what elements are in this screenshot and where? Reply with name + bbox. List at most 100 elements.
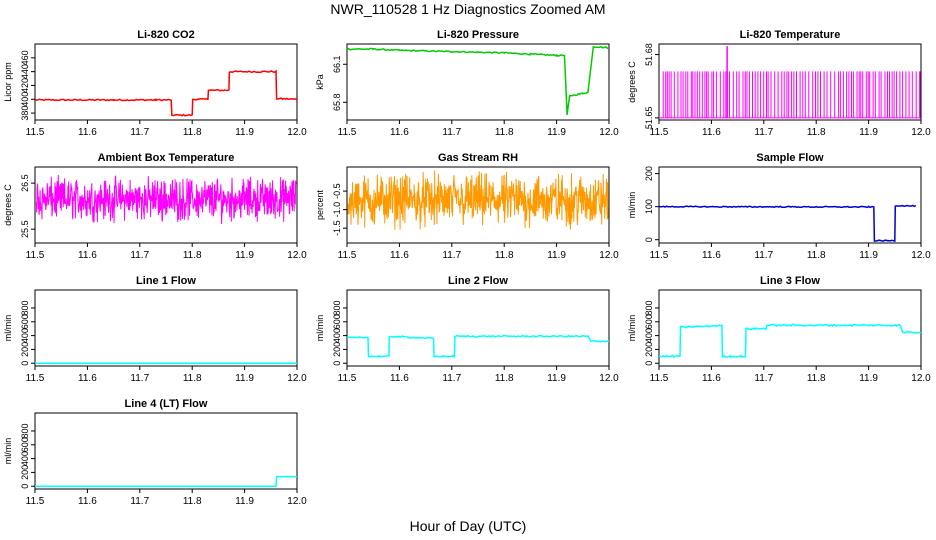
x-tick-label: 11.7 xyxy=(754,250,773,261)
x-tick-label: 11.7 xyxy=(130,496,149,507)
y-tick-label: 400 xyxy=(644,328,654,343)
x-tick-label: 11.6 xyxy=(78,250,97,261)
y-tick-label: 25.5 xyxy=(20,220,30,238)
y-tick-label: 26.5 xyxy=(20,174,30,192)
chart-panel-7: Line 1 Flow 11.5 11.6 11.7 11.8 11.9 12.0 0 2004… xyxy=(3,275,307,384)
y-axis-label: Licor ppm xyxy=(3,62,13,102)
x-tick-label: 11.8 xyxy=(807,127,826,138)
x-tick-label: 11.9 xyxy=(547,373,566,384)
y-tick-label: 51.68 xyxy=(644,43,654,66)
plot-frame xyxy=(34,43,298,121)
x-tick-label: 11.8 xyxy=(495,127,514,138)
y-tick-label: 0 xyxy=(20,361,30,366)
x-tick-label: 11.7 xyxy=(442,373,461,384)
chart-panel-5: Gas Stream RH 11.5 11.6 11.7 11.8 11.9 12.0 -1.… xyxy=(315,152,619,261)
y-axis-label: ml/min xyxy=(627,315,637,342)
x-tick-label: 12.0 xyxy=(599,127,619,138)
x-tick-label: 11.8 xyxy=(183,127,202,138)
page-title: NWR_110528 1 Hz Diagnostics Zoomed AM xyxy=(330,1,606,17)
y-tick-label: 600 xyxy=(332,314,342,329)
x-tick-label: 11.5 xyxy=(650,127,669,138)
x-tick-label: 11.5 xyxy=(338,127,357,138)
x-tick-label: 11.8 xyxy=(807,373,826,384)
series-line xyxy=(35,174,297,225)
x-tick-label: 11.5 xyxy=(26,250,45,261)
x-tick-label: 11.8 xyxy=(183,496,202,507)
chart-panel-2: Li-820 Pressure 11.5 11.6 11.7 11.8 11.9 12.0 6… xyxy=(315,29,619,138)
x-tick-label: 12.0 xyxy=(599,373,619,384)
y-tick-label: 51.65 xyxy=(644,107,654,130)
y-tick-label: 0 xyxy=(20,484,30,489)
x-tick-label: 12.0 xyxy=(911,127,931,138)
x-tick-label: 11.5 xyxy=(650,373,669,384)
chart-title: Line 1 Flow xyxy=(136,275,196,287)
x-tick-label: 11.9 xyxy=(547,127,566,138)
y-tick-label: 65.8 xyxy=(332,94,342,112)
x-tick-label: 11.5 xyxy=(26,496,45,507)
y-tick-label: 0 xyxy=(332,361,342,366)
chart-title: Li-820 Temperature xyxy=(740,29,841,41)
x-tick-label: 11.9 xyxy=(859,127,878,138)
x-tick-label: 11.6 xyxy=(78,127,97,138)
y-tick-label: 800 xyxy=(20,423,30,438)
x-tick-label: 11.7 xyxy=(130,250,149,261)
x-tick-label: 11.6 xyxy=(390,127,409,138)
chart-panel-6: Sample Flow 11.5 11.6 11.7 11.8 11.9 12.0 0 100 2… xyxy=(627,152,931,261)
series-line xyxy=(346,334,610,359)
y-tick-label: 0 xyxy=(644,237,654,242)
chart-panel-8: Line 2 Flow 11.5 11.6 11.7 11.8 11.9 12.0 0 2004… xyxy=(315,275,619,384)
series-line xyxy=(658,204,917,243)
plot-frame xyxy=(658,289,922,367)
x-tick-label: 11.6 xyxy=(702,373,721,384)
chart-title: Li-820 Pressure xyxy=(437,29,519,41)
series-line xyxy=(347,170,609,230)
chart-panel-3: Li-820 Temperature 11.5 11.6 11.7 11.8 11.9 12… xyxy=(627,29,931,138)
y-tick-label: 600 xyxy=(20,314,30,329)
y-tick-label: 0 xyxy=(644,361,654,366)
y-tick-label: 380 xyxy=(20,106,30,121)
chart-title: Li-820 CO2 xyxy=(137,29,194,41)
chart-title: Line 4 (LT) Flow xyxy=(125,398,208,410)
series-line xyxy=(35,475,297,487)
y-tick-label: 400 xyxy=(332,328,342,343)
y-tick-label: 400 xyxy=(20,328,30,343)
x-tick-label: 11.6 xyxy=(78,496,97,507)
x-tick-label: 12.0 xyxy=(287,250,307,261)
x-tick-label: 11.9 xyxy=(547,250,566,261)
x-tick-label: 12.0 xyxy=(911,373,931,384)
series-line xyxy=(34,69,298,117)
y-axis-label: kPa xyxy=(315,74,325,90)
y-tick-label: -0.5 xyxy=(332,183,342,199)
plot-frame xyxy=(346,166,610,244)
y-tick-label: 200 xyxy=(332,342,342,357)
x-tick-label: 11.5 xyxy=(338,250,357,261)
plot-frame xyxy=(346,43,610,121)
y-axis-label: degrees C xyxy=(3,184,13,226)
y-axis-label: ml/min xyxy=(3,438,13,465)
x-tick-label: 11.7 xyxy=(442,127,461,138)
x-tick-label: 11.8 xyxy=(495,373,514,384)
y-tick-label: 440 xyxy=(20,64,30,79)
y-tick-label: 800 xyxy=(644,300,654,315)
chart-panel-4: Ambient Box Temperature 11.5 11.6 11.7 11.8 1… xyxy=(3,152,307,261)
y-tick-label: 400 xyxy=(20,451,30,466)
x-tick-label: 12.0 xyxy=(911,250,931,261)
chart-title: Gas Stream RH xyxy=(438,152,518,164)
y-tick-label: 400 xyxy=(20,92,30,107)
x-tick-label: 11.6 xyxy=(702,250,721,261)
x-tick-label: 11.7 xyxy=(754,127,773,138)
y-tick-label: 600 xyxy=(644,314,654,329)
chart-title: Sample Flow xyxy=(756,152,824,164)
x-tick-label: 11.9 xyxy=(859,373,878,384)
chart-panel-1: Li-820 CO2 11.5 11.6 11.7 11.8 11.9 12.0 380400… xyxy=(3,29,307,138)
x-tick-label: 11.7 xyxy=(130,373,149,384)
x-tick-label: 11.9 xyxy=(859,250,878,261)
y-tick-label: -1.0 xyxy=(332,202,342,218)
x-axis-title: Hour of Day (UTC) xyxy=(409,518,527,534)
y-tick-label: 800 xyxy=(332,300,342,315)
y-tick-label: 600 xyxy=(20,437,30,452)
x-tick-label: 11.7 xyxy=(754,373,773,384)
x-tick-label: 11.9 xyxy=(235,250,254,261)
y-tick-label: 200 xyxy=(20,465,30,480)
